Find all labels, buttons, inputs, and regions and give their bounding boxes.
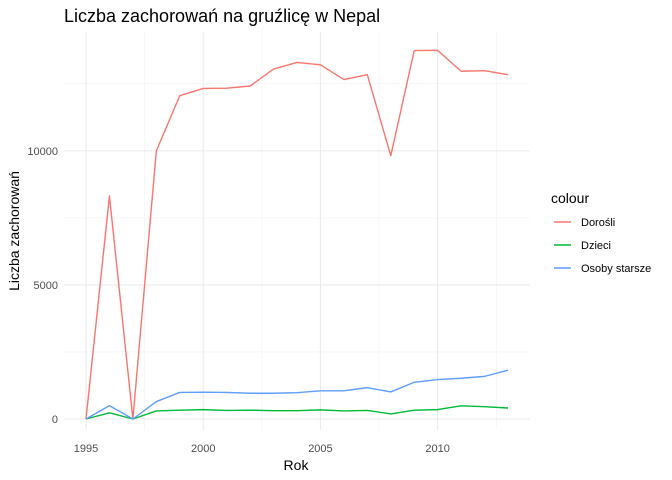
legend-items: Dorośli Dzieci Osoby starsze — [554, 217, 651, 275]
legend-label-3: Osoby starsze — [581, 263, 651, 275]
x-axis-title: Rok — [284, 457, 310, 473]
x-tick-label: 2000 — [191, 443, 215, 455]
x-tick-label: 2005 — [308, 443, 332, 455]
y-tick-label: 5000 — [34, 280, 58, 292]
legend-title: colour — [551, 190, 589, 206]
plot-area — [64, 32, 530, 430]
legend-label-1: Dorośli — [581, 217, 615, 229]
grid-major — [64, 32, 530, 430]
series-line-1 — [85, 49, 509, 420]
legend-label-2: Dzieci — [581, 240, 611, 252]
x-tick-label: 1995 — [74, 443, 98, 455]
x-axis-ticks: 1995 2000 2005 2010 — [74, 443, 450, 455]
grid-minor — [64, 32, 530, 430]
legend: colour Dorośli Dzieci Osoby starsze — [551, 190, 651, 275]
y-axis-title: Liczba zachorowań — [6, 171, 22, 291]
series-lines — [85, 49, 509, 420]
y-tick-label: 10000 — [27, 146, 58, 158]
series-line-2 — [85, 405, 509, 420]
chart-title: Liczba zachorowań na gruźlicę w Nepal — [64, 6, 380, 26]
y-tick-label: 0 — [52, 414, 58, 426]
x-tick-label: 2010 — [425, 443, 449, 455]
y-axis-ticks: 0 5000 10000 — [27, 146, 58, 426]
series-line-3 — [85, 369, 509, 420]
